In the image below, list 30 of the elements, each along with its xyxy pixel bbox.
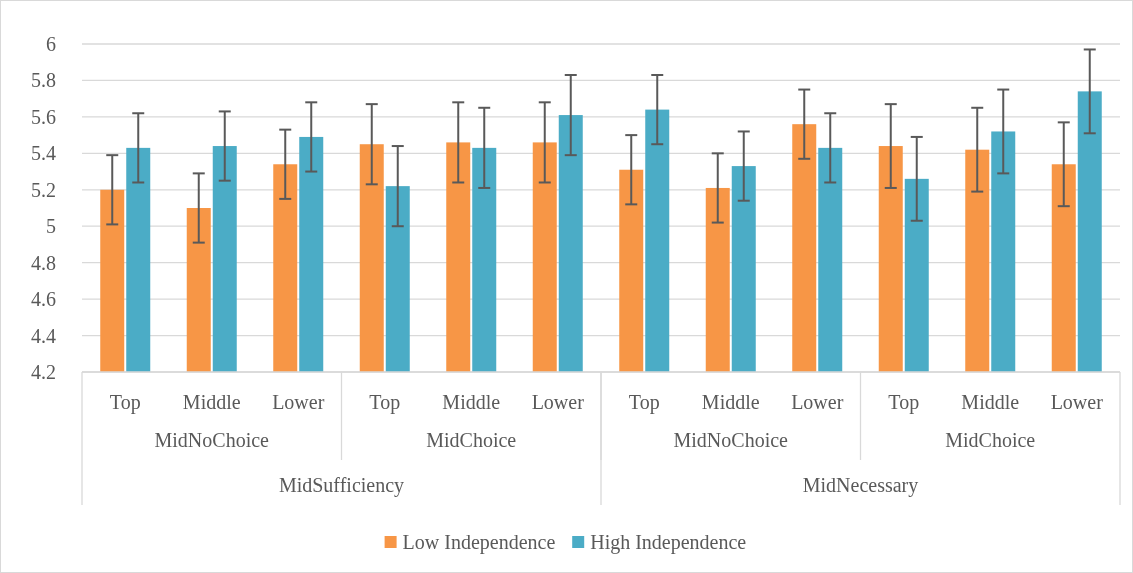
y-tick-label: 4.2	[31, 361, 56, 383]
y-tick-label: 5.8	[31, 69, 56, 92]
x-tick-label: Top	[628, 391, 660, 414]
y-tick-label: 4.4	[31, 324, 56, 347]
y-tick-label: 5.2	[31, 178, 56, 201]
x-tick-label: Lower	[1050, 391, 1104, 413]
y-tick-label: 4.6	[31, 288, 56, 311]
y-tick-label: 5	[46, 215, 56, 238]
x-tick-label: Top	[888, 391, 920, 414]
y-tick-label: 6	[46, 33, 56, 55]
legend-label: Low Independence	[402, 531, 556, 554]
x-tick-label: Middle	[182, 391, 241, 413]
x-tick-label: Lower	[531, 391, 585, 413]
x-tick-label: Middle	[961, 391, 1020, 413]
y-tick-label: 5.6	[31, 105, 56, 128]
text: MidNoChoice	[673, 429, 789, 451]
text: MidNoChoice	[154, 429, 270, 451]
text: MidChoice	[945, 429, 1036, 451]
x-tick-label: Middle	[701, 391, 760, 413]
x-tick-label: Lower	[272, 391, 325, 413]
legend-label: High Independence	[590, 531, 747, 554]
y-tick-label: 5.4	[31, 142, 56, 165]
y-tick-label: 4.8	[31, 251, 56, 274]
text: MidSufficiency	[278, 474, 405, 497]
x-tick-label: Lower	[791, 391, 844, 413]
text: MidNecessary	[802, 474, 919, 497]
x-tick-label: Top	[109, 391, 141, 414]
x-tick-label: Middle	[442, 391, 501, 413]
x-tick-label: Top	[369, 391, 401, 414]
text: MidChoice	[426, 429, 517, 451]
